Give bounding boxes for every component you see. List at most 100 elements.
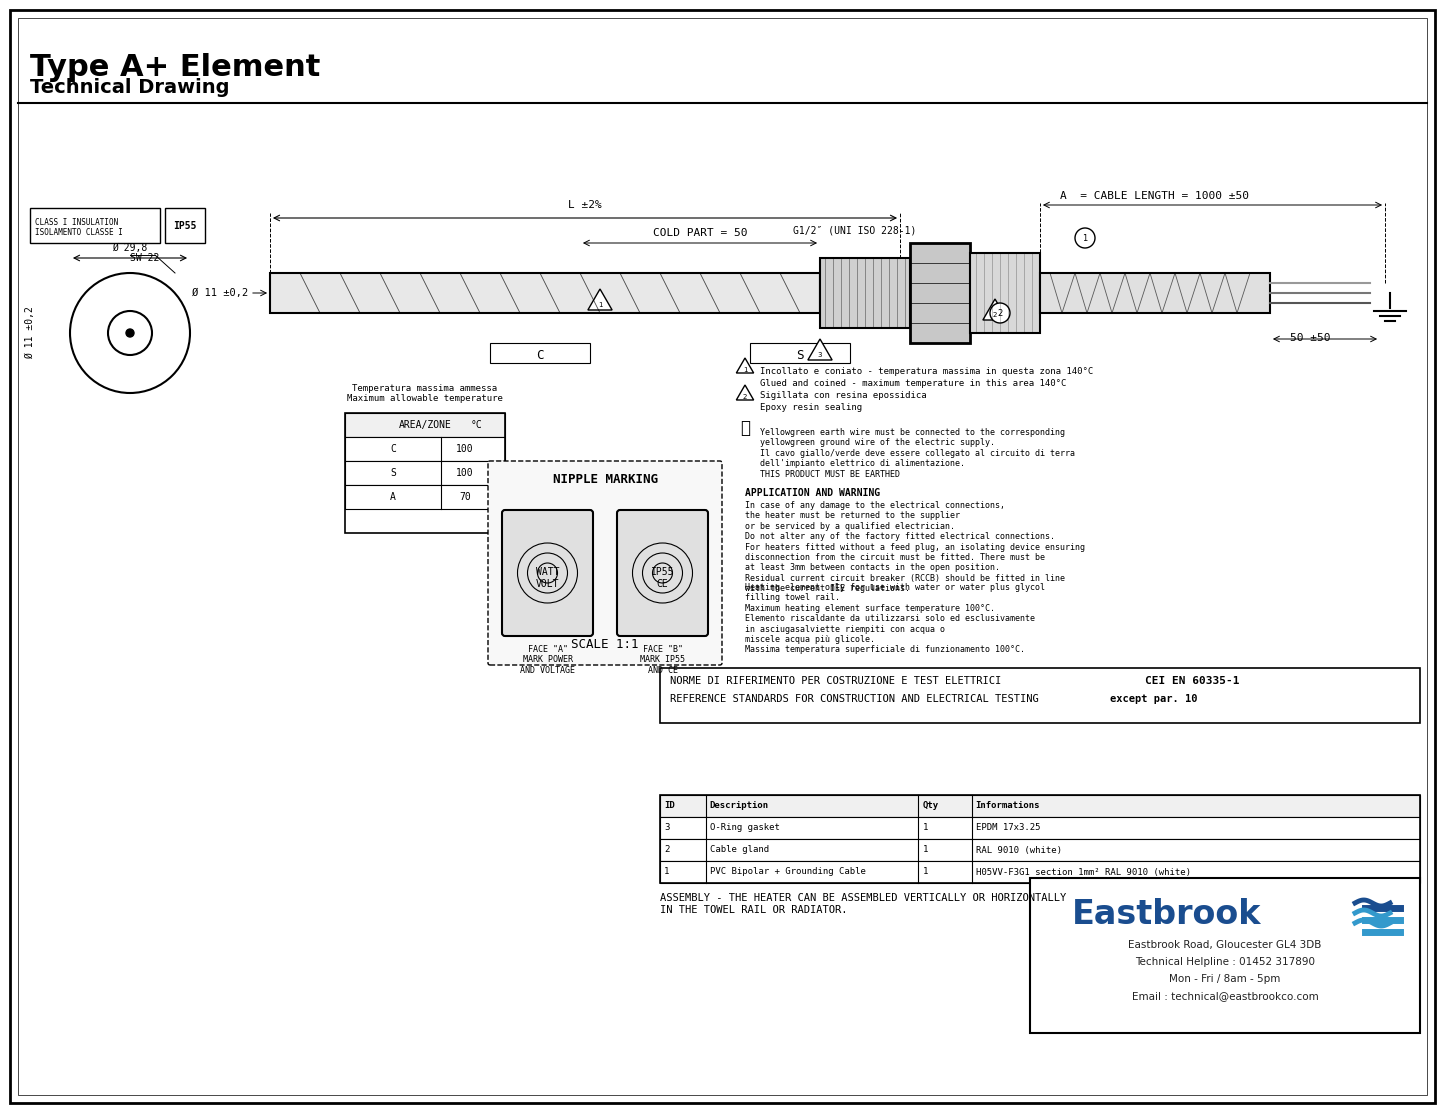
Text: 2: 2 [665, 846, 669, 855]
Text: Ø 29,8: Ø 29,8 [113, 243, 147, 253]
Text: FACE "B"
MARK IP55
AND CE: FACE "B" MARK IP55 AND CE [640, 646, 685, 674]
FancyBboxPatch shape [488, 461, 722, 664]
Text: 2: 2 [743, 394, 747, 400]
Bar [819, 258, 910, 328]
Bar [1030, 878, 1420, 1033]
Polygon shape [588, 289, 613, 311]
Bar [660, 795, 1420, 817]
Text: 70: 70 [460, 492, 471, 502]
Text: ⏚: ⏚ [740, 418, 750, 437]
Text: NORME DI RIFERIMENTO PER COSTRUZIONE E TEST ELETTRICI: NORME DI RIFERIMENTO PER COSTRUZIONE E T… [670, 676, 1026, 686]
Text: °C: °C [470, 420, 483, 430]
Text: C: C [536, 348, 543, 362]
Text: 100: 100 [457, 467, 474, 477]
Text: 1: 1 [665, 867, 669, 877]
Text: In case of any damage to the electrical connections,
the heater must be returned: In case of any damage to the electrical … [746, 501, 1085, 593]
Text: S: S [796, 348, 803, 362]
Text: Technical Drawing: Technical Drawing [30, 78, 230, 97]
Text: Type A+ Element: Type A+ Element [30, 53, 321, 82]
Bar [165, 208, 205, 243]
Circle shape [1075, 228, 1095, 248]
Text: COLD PART = 50: COLD PART = 50 [653, 228, 747, 238]
Bar [345, 413, 504, 533]
Text: Mon - Fri / 8am - 5pm: Mon - Fri / 8am - 5pm [1169, 974, 1280, 984]
Bar [660, 668, 1420, 723]
Text: L ±2%: L ±2% [568, 200, 603, 210]
Text: IP55
CE: IP55 CE [650, 568, 675, 589]
Circle shape [990, 303, 1010, 323]
Text: Eastbrook Road, Gloucester GL4 3DB: Eastbrook Road, Gloucester GL4 3DB [1129, 940, 1322, 951]
Polygon shape [808, 339, 832, 359]
Text: 50 ±50: 50 ±50 [1290, 333, 1331, 343]
Polygon shape [737, 385, 754, 400]
Text: NIPPLE MARKING: NIPPLE MARKING [552, 473, 657, 486]
Text: 1: 1 [922, 824, 928, 833]
Text: AREA/ZONE: AREA/ZONE [399, 420, 451, 430]
Text: Eastbrook: Eastbrook [1072, 898, 1261, 930]
Text: Epoxy resin sealing: Epoxy resin sealing [760, 403, 863, 412]
Bar [345, 437, 504, 461]
Text: REFERENCE STANDARDS FOR CONSTRUCTION AND ELECTRICAL TESTING: REFERENCE STANDARDS FOR CONSTRUCTION AND… [670, 695, 1064, 705]
Bar [750, 343, 850, 363]
Text: CLASS I INSULATION
ISOLAMENTO CLASSE I: CLASS I INSULATION ISOLAMENTO CLASSE I [35, 218, 123, 237]
Text: Informations: Informations [975, 801, 1040, 810]
Text: G1/2″ (UNI ISO 228-1): G1/2″ (UNI ISO 228-1) [793, 225, 916, 235]
Text: 1: 1 [922, 846, 928, 855]
Bar [1040, 273, 1270, 313]
Bar [345, 413, 504, 437]
Text: Yellowgreen earth wire must be connected to the corresponding
yellowgreen ground: Yellowgreen earth wire must be connected… [760, 429, 1075, 479]
Text: FACE "A"
MARK POWER
AND VOLTAGE: FACE "A" MARK POWER AND VOLTAGE [520, 646, 575, 674]
Text: ID: ID [665, 801, 675, 810]
Circle shape [126, 329, 134, 337]
Text: 2: 2 [993, 312, 997, 318]
Text: PVC Bipolar + Grounding Cable: PVC Bipolar + Grounding Cable [709, 867, 866, 877]
Text: IP55: IP55 [173, 221, 197, 232]
Text: except par. 10: except par. 10 [1110, 695, 1198, 705]
Bar [490, 343, 590, 363]
Text: Email : technical@eastbrookco.com: Email : technical@eastbrookco.com [1131, 991, 1318, 1001]
Bar [660, 795, 1420, 883]
Text: 3: 3 [818, 352, 822, 358]
Text: A  = CABLE LENGTH = 1000 ±50: A = CABLE LENGTH = 1000 ±50 [1061, 191, 1250, 201]
Text: APPLICATION AND WARNING: APPLICATION AND WARNING [746, 487, 880, 498]
Polygon shape [983, 299, 1007, 321]
Bar [910, 243, 970, 343]
Text: Temperatura massima ammessa
Maximum allowable temperature: Temperatura massima ammessa Maximum allo… [347, 384, 503, 403]
Bar [345, 461, 504, 485]
Polygon shape [737, 358, 754, 373]
Text: Sigillata con resina epossidica: Sigillata con resina epossidica [760, 391, 926, 400]
Bar [660, 817, 1420, 839]
Text: SW 22: SW 22 [130, 253, 159, 263]
Text: 1: 1 [922, 867, 928, 877]
Bar [660, 839, 1420, 861]
Text: C: C [390, 444, 396, 454]
Text: Ø 11 ±0,2: Ø 11 ±0,2 [192, 288, 249, 298]
Bar [270, 273, 819, 313]
Text: Glued and coined - maximum temperature in this area 140°C: Glued and coined - maximum temperature i… [760, 378, 1066, 387]
Text: 1: 1 [1082, 234, 1088, 243]
Text: WATT
VOLT: WATT VOLT [536, 568, 559, 589]
Text: 1: 1 [743, 367, 747, 373]
Text: Ø 11 ±0,2: Ø 11 ±0,2 [25, 306, 35, 359]
Bar [970, 253, 1040, 333]
Text: 1: 1 [598, 302, 603, 308]
Text: EPDM 17x3.25: EPDM 17x3.25 [975, 824, 1040, 833]
Text: ASSEMBLY - THE HEATER CAN BE ASSEMBLED VERTICALLY OR HORIZONTALLY
IN THE TOWEL R: ASSEMBLY - THE HEATER CAN BE ASSEMBLED V… [660, 893, 1066, 915]
Text: H05VV-F3G1 section 1mm² RAL 9010 (white): H05VV-F3G1 section 1mm² RAL 9010 (white) [975, 867, 1191, 877]
Text: O-Ring gasket: O-Ring gasket [709, 824, 779, 833]
Text: Description: Description [709, 801, 769, 810]
Text: Heating element only for use with water or water plus glycol
filling towel rail.: Heating element only for use with water … [746, 583, 1045, 654]
Text: CEI EN 60335-1: CEI EN 60335-1 [1144, 676, 1240, 686]
Bar [345, 485, 504, 509]
Text: Qty: Qty [922, 801, 938, 810]
Text: RAL 9010 (white): RAL 9010 (white) [975, 846, 1062, 855]
Bar [30, 208, 160, 243]
Text: Cable gland: Cable gland [709, 846, 769, 855]
Text: 3: 3 [665, 824, 669, 833]
Text: 100: 100 [457, 444, 474, 454]
FancyBboxPatch shape [617, 510, 708, 636]
Text: Incollato e coniato - temperatura massima in questa zona 140°C: Incollato e coniato - temperatura massim… [760, 366, 1094, 375]
Bar [660, 861, 1420, 883]
FancyBboxPatch shape [501, 510, 592, 636]
Text: A: A [390, 492, 396, 502]
